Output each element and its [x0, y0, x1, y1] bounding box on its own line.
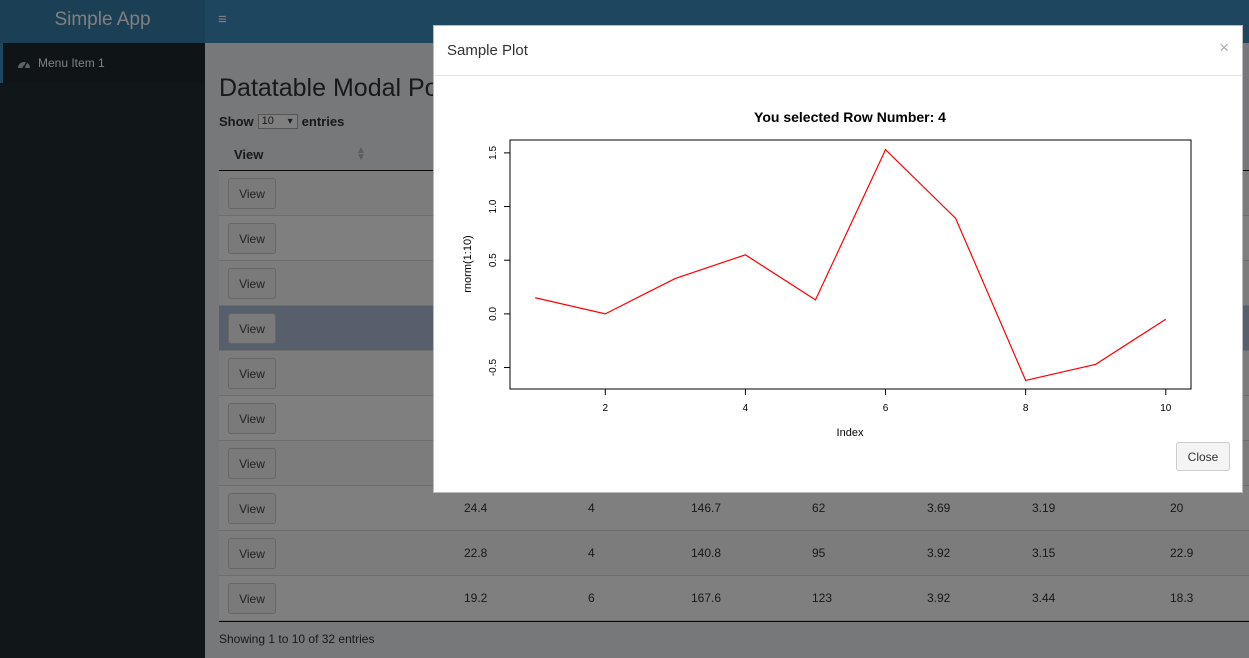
close-icon[interactable]: × [1219, 38, 1229, 57]
y-tick-label: 1.0 [488, 199, 499, 213]
y-axis-label: rnorm(1:10) [462, 235, 474, 292]
plot-modal: Sample Plot × You selected Row Number: 4… [433, 25, 1243, 493]
y-tick-label: 0.0 [488, 306, 499, 320]
x-tick-label: 10 [1160, 403, 1172, 414]
series-group [535, 148, 1167, 382]
x-tick-label: 8 [1023, 403, 1029, 414]
series-line [535, 148, 1167, 382]
y-tick-label: -0.5 [488, 358, 499, 376]
modal-footer: Close [434, 442, 1242, 492]
chart-title: You selected Row Number: 4 [754, 109, 946, 125]
modal-title: Sample Plot [447, 42, 528, 59]
modal-header: Sample Plot × [434, 26, 1242, 76]
x-axis-label: Index [837, 427, 864, 439]
y-tick-label: 0.5 [488, 253, 499, 267]
x-axis: 2 4 6 8 10 [603, 389, 1172, 414]
plot-frame [509, 139, 1192, 390]
line-chart: You selected Row Number: 4 2 4 6 8 10 -0.5 0.… [462, 109, 1192, 439]
close-button[interactable]: Close [1176, 442, 1230, 471]
modal-body: You selected Row Number: 4 2 4 6 8 10 -0.5 0.… [434, 77, 1242, 447]
x-tick-label: 4 [743, 403, 749, 414]
x-tick-label: 2 [603, 403, 609, 414]
y-tick-label: 1.5 [488, 145, 499, 159]
x-tick-label: 6 [883, 403, 889, 414]
y-axis: -0.5 0.0 0.5 1.0 1.5 [488, 145, 510, 376]
